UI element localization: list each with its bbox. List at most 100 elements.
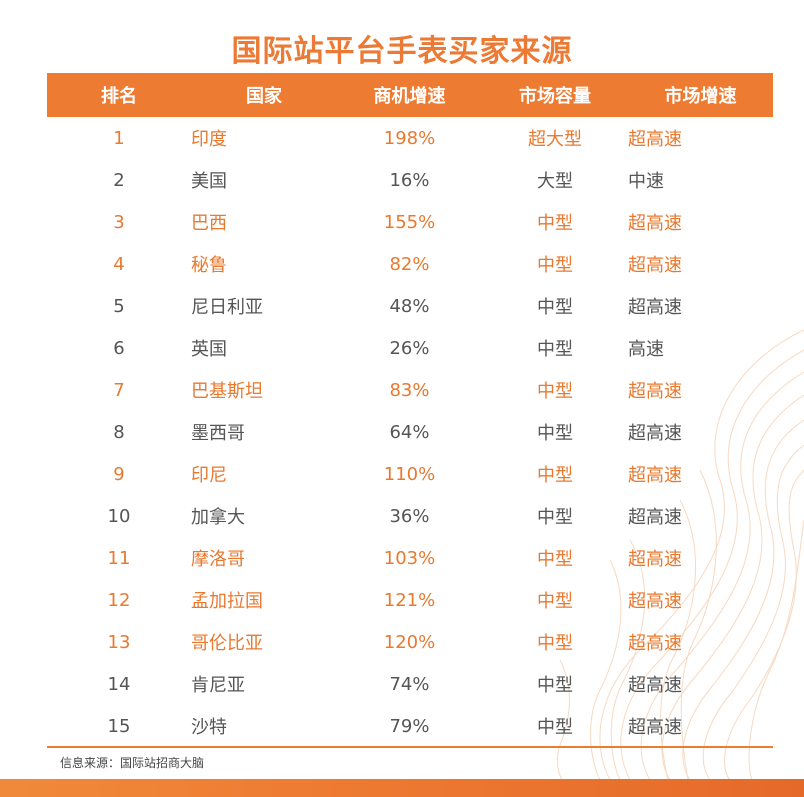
speed-cell: 超高速: [628, 465, 682, 486]
capacity-cell: 中型: [537, 423, 573, 444]
capacity-cell: 中型: [537, 591, 573, 612]
table-row: 15 沙特 79% 中型 超高速: [47, 705, 773, 747]
growth-cell: 36%: [389, 505, 430, 527]
capacity-cell: 超大型: [528, 129, 582, 150]
country-cell: 尼日利亚: [191, 297, 263, 318]
country-cell: 孟加拉国: [191, 591, 263, 612]
country-cell: 墨西哥: [191, 423, 245, 444]
country-cell: 沙特: [191, 717, 227, 738]
speed-cell: 超高速: [628, 297, 682, 318]
capacity-cell: 中型: [537, 507, 573, 528]
table-body: 1 印度 198% 超大型 超高速 2 美国 16% 大型 中速 3 巴西 155% 中型 超高速 4 秘鲁 82…: [47, 117, 773, 747]
speed-cell: 超高速: [628, 549, 682, 570]
growth-cell: 82%: [389, 253, 430, 275]
country-cell: 美国: [191, 171, 227, 192]
table-row: 3 巴西 155% 中型 超高速: [47, 201, 773, 243]
table-row: 4 秘鲁 82% 中型 超高速: [47, 243, 773, 285]
capacity-cell: 中型: [537, 297, 573, 318]
rank-cell: 15: [107, 715, 131, 737]
table-row: 5 尼日利亚 48% 中型 超高速: [47, 285, 773, 327]
speed-cell: 超高速: [628, 507, 682, 528]
rank-cell: 3: [113, 211, 125, 233]
table-row: 1 印度 198% 超大型 超高速: [47, 117, 773, 159]
country-cell: 巴西: [191, 213, 227, 234]
growth-cell: 198%: [383, 127, 436, 149]
rank-cell: 11: [107, 547, 131, 569]
country-cell: 印度: [191, 129, 227, 150]
speed-cell: 中速: [628, 171, 664, 192]
table-row: 13 哥伦比亚 120% 中型 超高速: [47, 621, 773, 663]
table-row: 11 摩洛哥 103% 中型 超高速: [47, 537, 773, 579]
capacity-cell: 中型: [537, 717, 573, 738]
capacity-cell: 中型: [537, 381, 573, 402]
header-country: 国家: [246, 86, 282, 107]
country-cell: 巴基斯坦: [191, 381, 263, 402]
table-row: 2 美国 16% 大型 中速: [47, 159, 773, 201]
growth-cell: 79%: [389, 715, 430, 737]
country-cell: 秘鲁: [191, 255, 227, 276]
speed-cell: 超高速: [628, 633, 682, 654]
speed-cell: 超高速: [628, 675, 682, 696]
speed-cell: 超高速: [628, 717, 682, 738]
growth-cell: 155%: [383, 211, 436, 233]
growth-cell: 83%: [389, 379, 430, 401]
table-header: 排名 国家 商机增速 市场容量 市场增速: [47, 73, 773, 117]
rank-cell: 13: [107, 631, 131, 653]
rank-cell: 5: [113, 295, 125, 317]
growth-cell: 48%: [389, 295, 430, 317]
rank-cell: 4: [113, 253, 125, 275]
growth-cell: 26%: [389, 337, 430, 359]
footer-bar: [0, 779, 804, 797]
country-cell: 摩洛哥: [191, 549, 245, 570]
header-speed: 市场增速: [664, 86, 737, 107]
capacity-cell: 中型: [537, 633, 573, 654]
speed-cell: 超高速: [628, 255, 682, 276]
growth-cell: 110%: [383, 463, 436, 485]
country-cell: 肯尼亚: [191, 675, 245, 696]
growth-cell: 121%: [383, 589, 436, 611]
rank-cell: 10: [107, 505, 131, 527]
header-rank: 排名: [101, 86, 137, 107]
capacity-cell: 中型: [537, 255, 573, 276]
speed-cell: 超高速: [628, 423, 682, 444]
growth-cell: 64%: [389, 421, 430, 443]
country-cell: 英国: [191, 339, 227, 360]
table-row: 7 巴基斯坦 83% 中型 超高速: [47, 369, 773, 411]
country-cell: 哥伦比亚: [191, 633, 263, 654]
capacity-cell: 中型: [537, 675, 573, 696]
rank-cell: 9: [113, 463, 125, 485]
table-bottom-rule: [47, 746, 773, 748]
speed-cell: 超高速: [628, 213, 682, 234]
capacity-cell: 中型: [537, 465, 573, 486]
buyer-source-table: 排名 国家 商机增速 市场容量 市场增速 1 印度 198% 超大型 超高速 2 美国 16%…: [47, 73, 773, 747]
growth-cell: 16%: [389, 169, 430, 191]
table-row: 14 肯尼亚 74% 中型 超高速: [47, 663, 773, 705]
speed-cell: 超高速: [628, 381, 682, 402]
rank-cell: 1: [113, 127, 125, 149]
country-cell: 印尼: [191, 465, 227, 486]
capacity-cell: 大型: [537, 171, 573, 192]
rank-cell: 12: [107, 589, 131, 611]
speed-cell: 超高速: [628, 129, 682, 150]
source-note: 信息来源：国际站招商大脑: [60, 756, 205, 770]
rank-cell: 8: [113, 421, 125, 443]
page-title: 国际站平台手表买家来源: [231, 34, 573, 69]
table-row: 8 墨西哥 64% 中型 超高速: [47, 411, 773, 453]
capacity-cell: 中型: [537, 549, 573, 570]
growth-cell: 120%: [383, 631, 436, 653]
rank-cell: 6: [113, 337, 125, 359]
rank-cell: 14: [107, 673, 131, 695]
speed-cell: 高速: [628, 339, 664, 360]
capacity-cell: 中型: [537, 213, 573, 234]
table-row: 6 英国 26% 中型 高速: [47, 327, 773, 369]
growth-cell: 74%: [389, 673, 430, 695]
table-row: 12 孟加拉国 121% 中型 超高速: [47, 579, 773, 621]
country-cell: 加拿大: [191, 507, 245, 528]
speed-cell: 超高速: [628, 591, 682, 612]
rank-cell: 2: [113, 169, 125, 191]
table-row: 9 印尼 110% 中型 超高速: [47, 453, 773, 495]
growth-cell: 103%: [383, 547, 436, 569]
capacity-cell: 中型: [537, 339, 573, 360]
table-row: 10 加拿大 36% 中型 超高速: [47, 495, 773, 537]
header-capacity: 市场容量: [519, 86, 591, 107]
